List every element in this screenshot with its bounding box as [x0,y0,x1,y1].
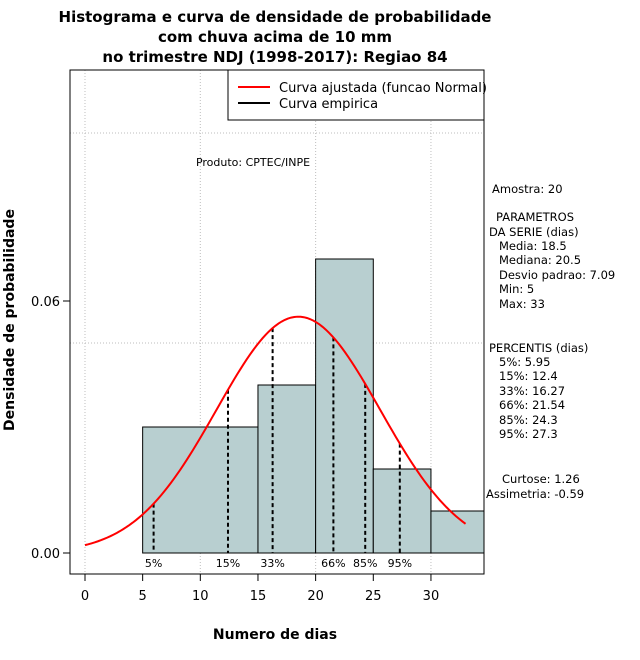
legend-box [227,69,485,121]
histogram-bar [142,426,259,554]
side-sample: Amostra: 20 [492,182,563,196]
percentile-lines: 5% 15% 33% 66% 85% 95% [145,328,412,570]
percentile-label: 33% [260,557,284,570]
chart-title-line-2: com chuva acima de 10 mm [158,28,392,46]
side-skewness: Assimetria: -0.59 [486,487,584,501]
x-tick-label: 5 [139,589,147,604]
legend-label-empirical: Curva empirica [279,97,378,112]
histogram-bar [372,468,432,554]
legend-label-fit: Curva ajustada (funcao Normal) [279,81,487,96]
x-tick-label: 30 [423,589,440,604]
side-p33: 33%: 16.27 [499,384,565,398]
side-panel: Amostra: 20 PARAMETROS DA SERIE (dias) M… [486,182,615,501]
percentile-label: 95% [388,557,412,570]
y-tick-label: 0.06 [31,295,60,310]
side-median: Mediana: 20.5 [499,253,581,267]
x-tick-label: 0 [81,589,89,604]
percentile-label: 5% [145,557,162,570]
normal-fit-curve [84,315,467,547]
side-p5: 5%: 5.95 [499,355,550,369]
side-p66: 66%: 21.54 [499,398,565,412]
side-max: Max: 33 [499,297,545,311]
side-min: Min: 5 [499,282,534,296]
side-percentis-title: PERCENTIS (dias) [489,341,588,355]
side-kurtosis: Curtose: 1.26 [502,472,580,486]
y-axis-label: Densidade de probabilidade [2,209,18,431]
percentile-label: 85% [353,557,377,570]
y-tick-label: 0.00 [31,547,60,562]
side-p85: 85%: 24.3 [499,413,558,427]
y-axis: 0.00 0.06 [31,295,71,562]
percentile-label: 15% [216,557,240,570]
histogram-bar [257,384,317,554]
x-tick-label: 25 [365,589,382,604]
x-tick-label: 20 [307,589,324,604]
chart-title-line-3: no trimestre NDJ (1998-2017): Regiao 84 [102,48,447,66]
side-mean: Media: 18.5 [499,239,567,253]
side-params-title-1: PARAMETROS [496,210,574,224]
percentile-label: 66% [321,557,345,570]
x-axis-label: Numero de dias [213,627,337,643]
x-axis: 0 5 10 15 20 25 30 [81,573,440,604]
x-tick-label: 10 [192,589,209,604]
side-p15: 15%: 12.4 [499,369,558,383]
product-annotation: Produto: CPTEC/INPE [196,156,310,169]
chart-title-line-1: Histograma e curva de densidade de proba… [59,8,492,26]
side-params-title-2: DA SERIE (dias) [489,225,579,239]
side-p95: 95%: 27.3 [499,427,558,441]
histogram-bar [315,258,374,554]
legend: Curva ajustada (funcao Normal) Curva emp… [227,69,487,121]
histogram-bars [142,258,485,554]
side-sd: Desvio padrao: 7.09 [499,268,615,282]
x-tick-label: 15 [250,589,267,604]
